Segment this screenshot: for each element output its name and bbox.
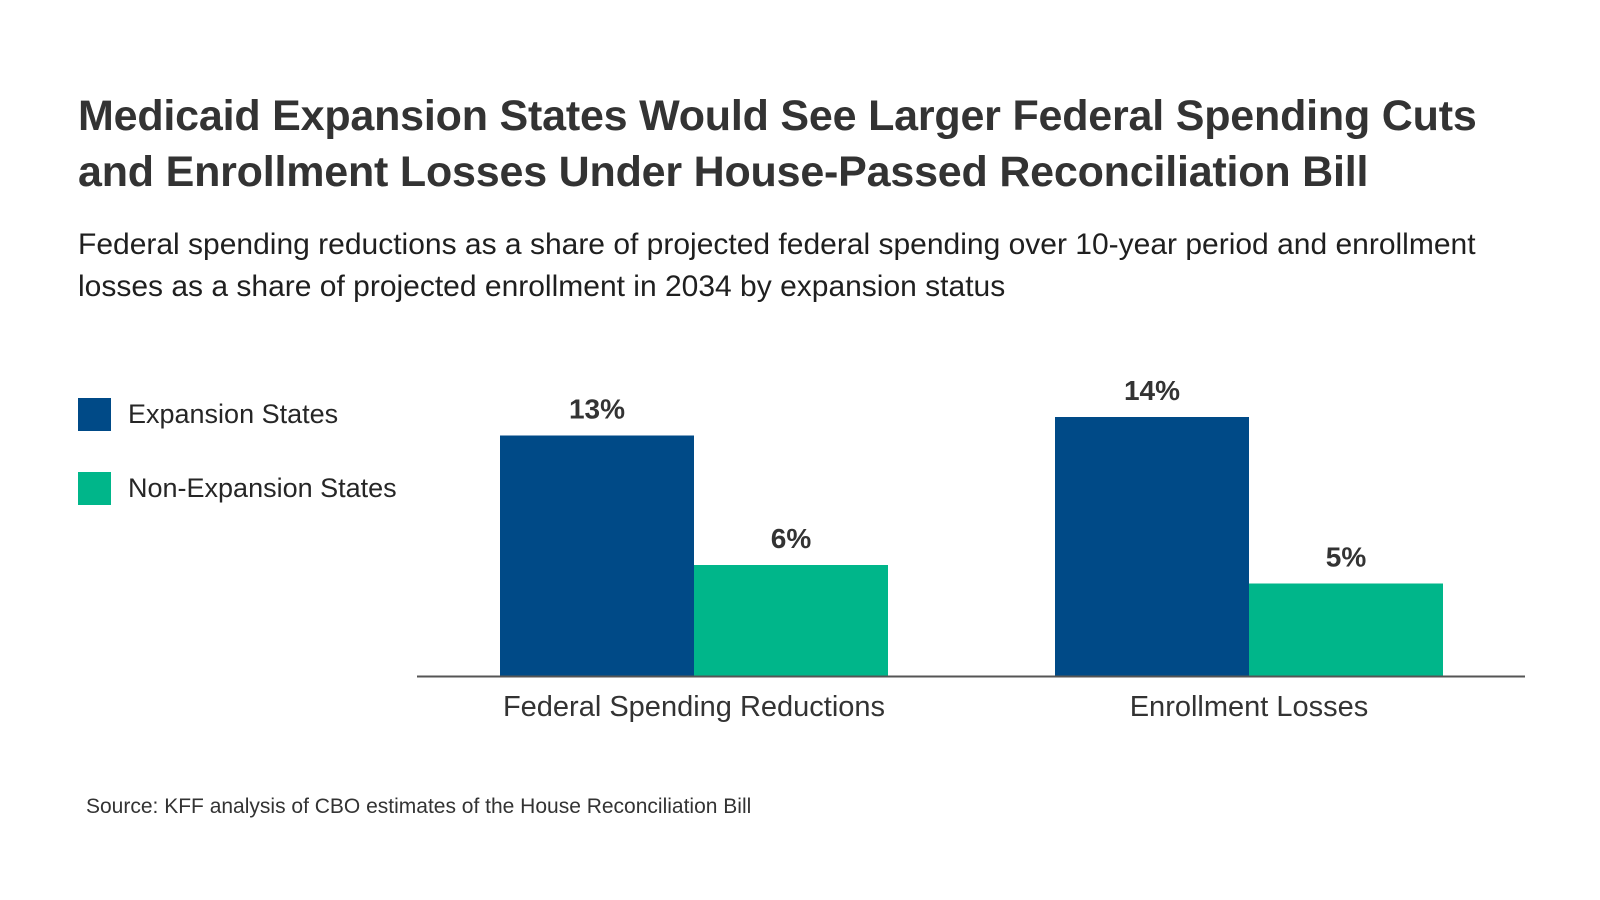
chart-title: Medicaid Expansion States Would See Larg… (78, 92, 1477, 196)
legend-item-non-expansion: Non-Expansion States (78, 470, 438, 506)
legend-label-expansion: Expansion States (128, 399, 339, 429)
legend-label-non-expansion: Non-Expansion States (128, 473, 397, 503)
bar-expansion-states-1 (500, 435, 694, 676)
bar-non-expansion-states-1 (694, 565, 888, 676)
data-label-non-expansion-states-1: 6% (771, 523, 812, 554)
legend-swatch-non-expansion (78, 472, 111, 505)
data-label-expansion-states-2: 14% (1124, 375, 1180, 406)
legend-swatch-expansion (78, 398, 111, 431)
source-note: Source: KFF analysis of CBO estimates of… (86, 795, 752, 818)
data-label-non-expansion-states-2: 5% (1326, 542, 1367, 573)
data-label-expansion-states-1: 13% (569, 394, 625, 425)
category-label-1: Federal Spending Reductions (503, 691, 885, 723)
legend-item-expansion: Expansion States (78, 396, 438, 432)
legend: Expansion States Non-Expansion States (78, 396, 438, 544)
bar-non-expansion-states-2 (1249, 583, 1443, 676)
category-label-2: Enrollment Losses (1130, 691, 1369, 723)
chart-subtitle: Federal spending reductions as a share o… (78, 228, 1476, 303)
bar-expansion-states-2 (1055, 417, 1249, 676)
